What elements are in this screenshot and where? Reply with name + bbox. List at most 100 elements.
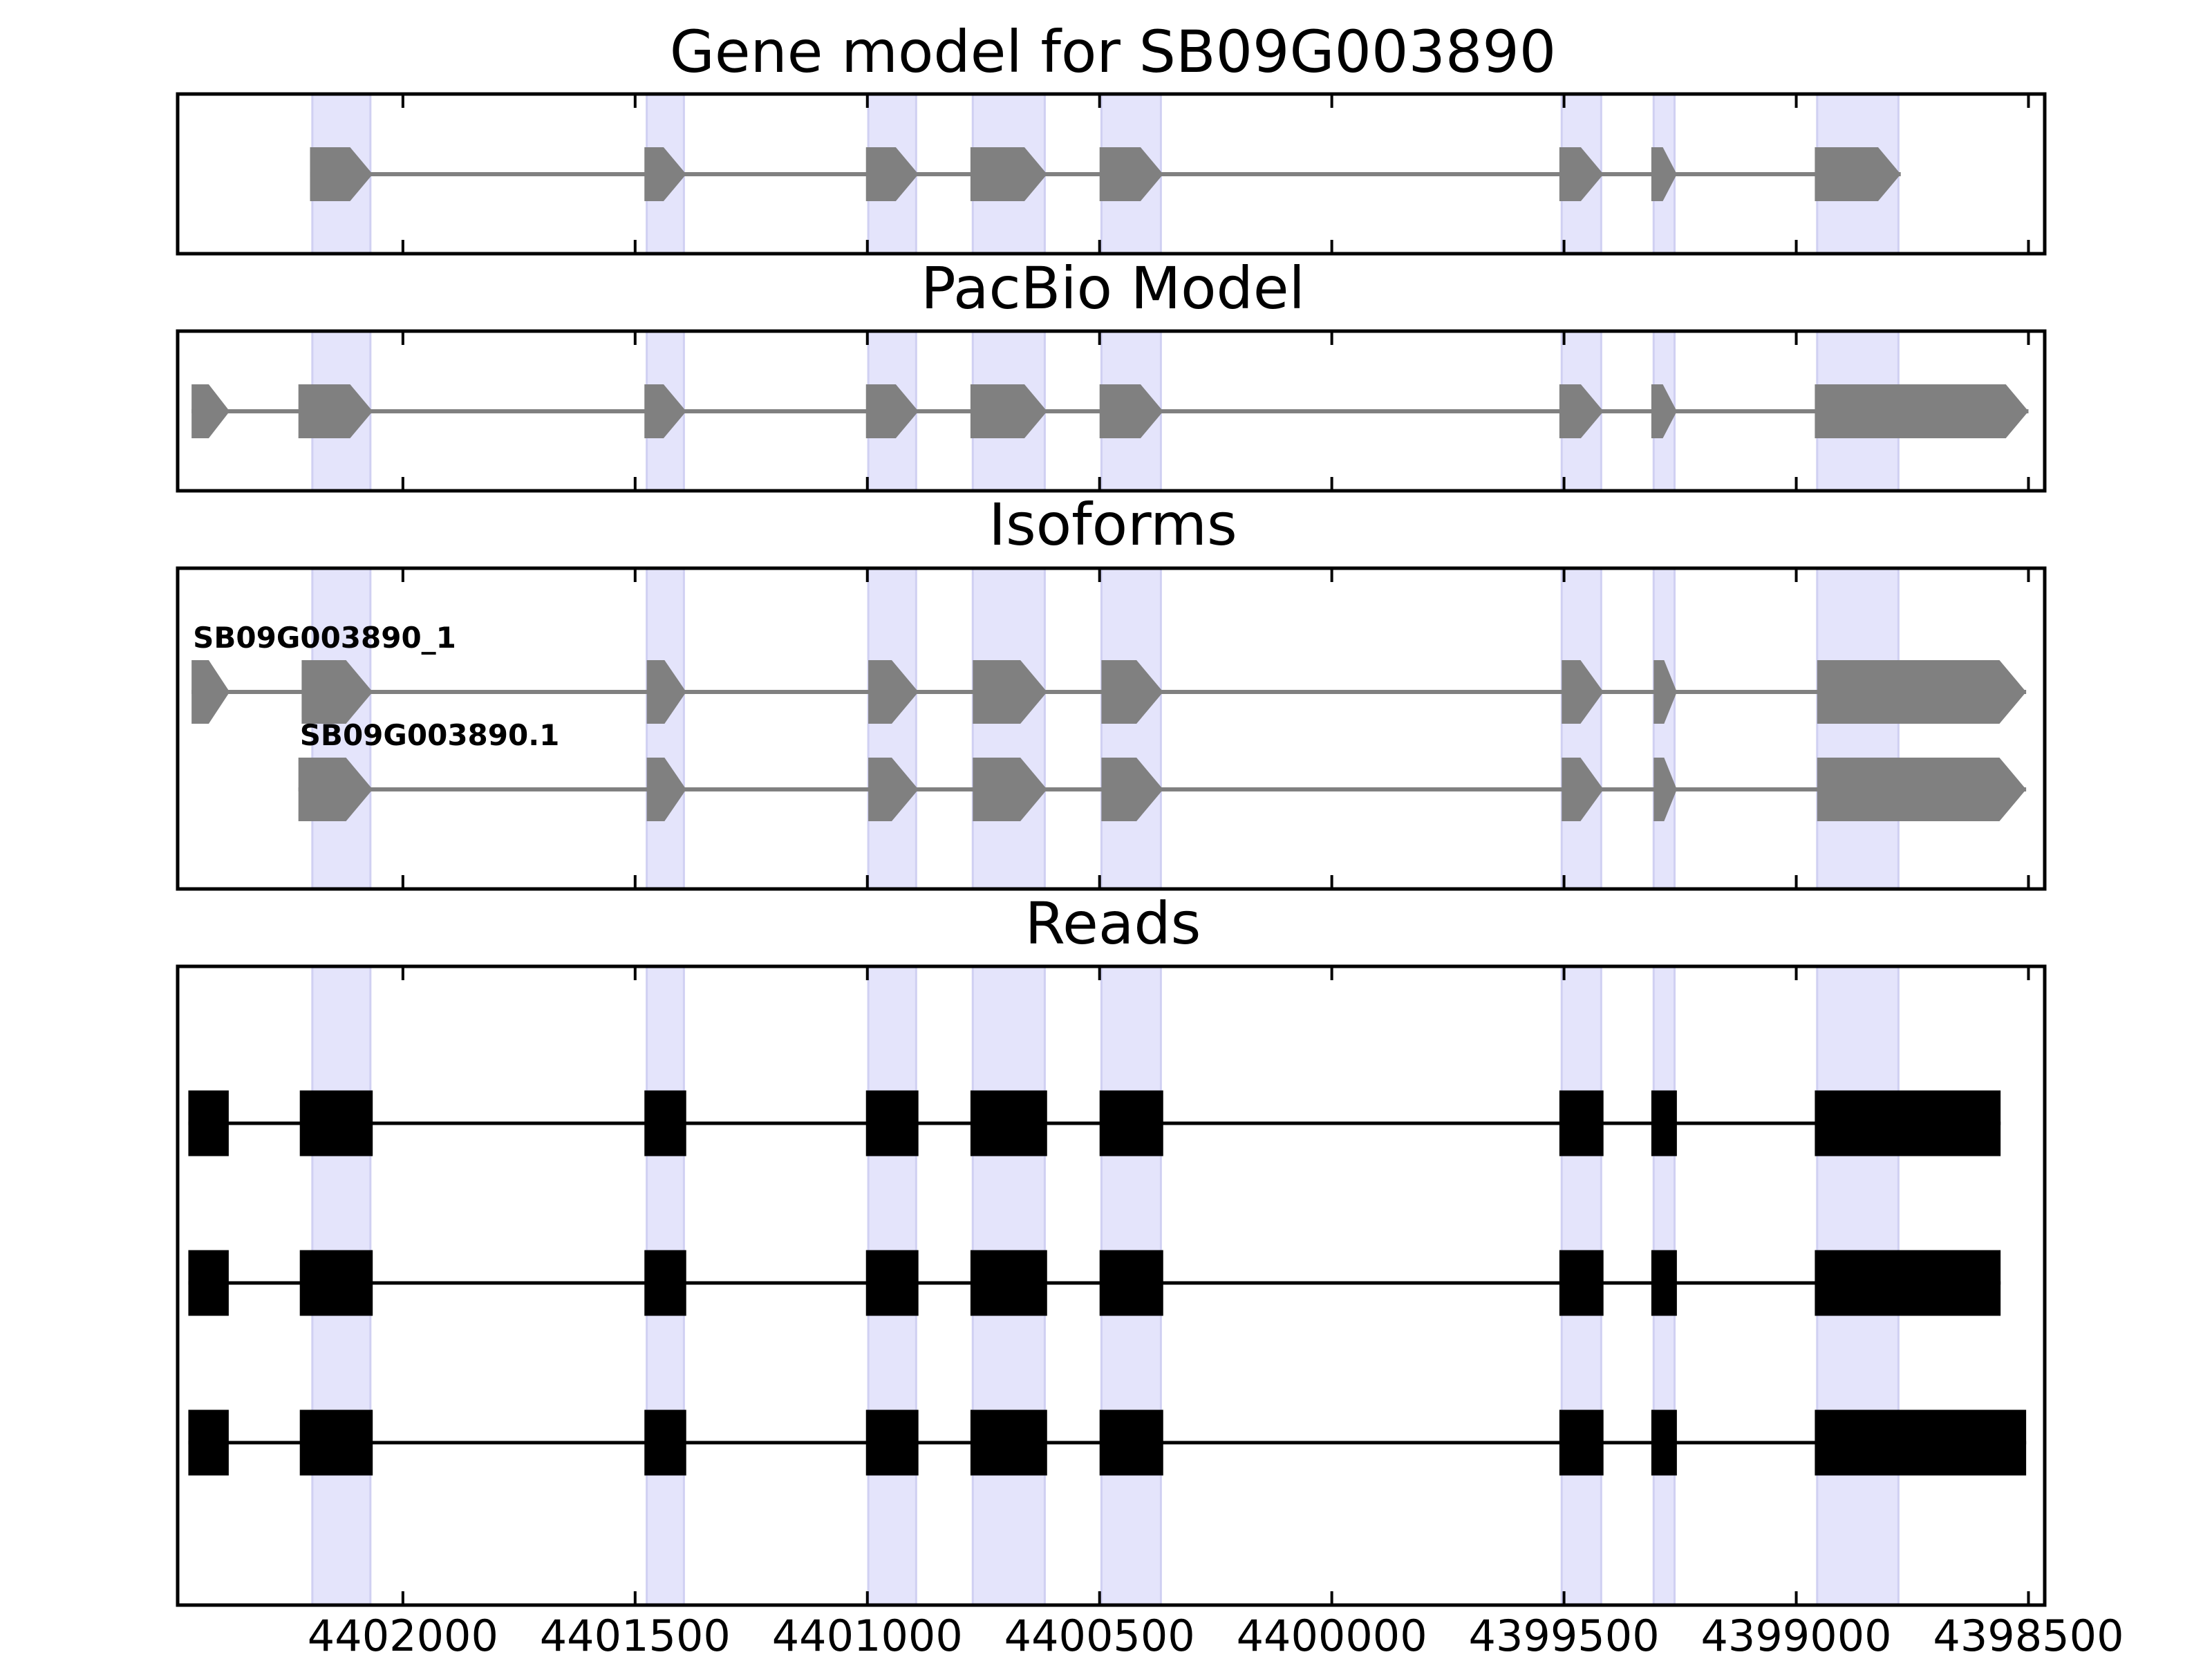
axes-frame-reads xyxy=(176,964,2047,1607)
transcript-isoforms-1-exon-3 xyxy=(646,660,686,724)
tracks-gene-model xyxy=(310,147,1901,201)
read-reads-3-exon-9 xyxy=(1815,1409,2027,1476)
axes-frame-isoforms xyxy=(176,566,2047,891)
exon-highlight-isoforms-3 xyxy=(867,567,917,890)
transcript-gene-model-1-exon-8 xyxy=(1815,147,1901,201)
x-tick-label-8: 4398500 xyxy=(1933,1611,2124,1659)
transcript-isoforms-2-exon-5 xyxy=(1101,758,1163,821)
transcript-pacbio-model-1-exon-5 xyxy=(970,384,1047,438)
read-reads-3-exon-6 xyxy=(1099,1409,1163,1476)
read-reads-2-exon-5 xyxy=(970,1250,1047,1316)
read-reads-1-exon-4 xyxy=(865,1090,919,1156)
read-reads-2-exon-2 xyxy=(299,1250,373,1316)
transcript-pacbio-model-1-exon-2 xyxy=(298,384,373,438)
ticks-reads xyxy=(401,966,2030,1605)
transcript-isoforms-2-exon-7 xyxy=(1653,758,1677,821)
isoform-label-1: SB09G003890_1 xyxy=(193,621,456,655)
panel-reads: Reads xyxy=(176,890,2047,1607)
transcript-isoforms-2-exon-8 xyxy=(1817,758,2027,821)
tracks-reads xyxy=(188,1090,2027,1476)
transcript-gene-model-1-exon-1 xyxy=(310,147,373,201)
transcript-pacbio-model-1-exon-7 xyxy=(1559,384,1604,438)
isoform-label-2: SB09G003890.1 xyxy=(300,718,560,752)
exon-highlights-isoforms xyxy=(311,567,1900,890)
read-reads-1-exon-8 xyxy=(1651,1090,1677,1156)
transcript-isoforms-1-exon-6 xyxy=(1101,660,1163,724)
x-tick-label-7: 4399000 xyxy=(1700,1611,1891,1659)
x-tick-label-5: 4400000 xyxy=(1237,1611,1427,1659)
transcript-isoforms-1-exon-7 xyxy=(1562,660,1604,724)
panel-pacbio-model: PacBio Model xyxy=(176,254,2047,493)
read-reads-2-exon-8 xyxy=(1651,1250,1677,1316)
read-reads-2-exon-6 xyxy=(1099,1250,1163,1316)
transcript-pacbio-model-1-exon-8 xyxy=(1651,384,1677,438)
read-reads-1-exon-5 xyxy=(970,1090,1047,1156)
tracks-isoforms: SB09G003890_1 SB09G003890.1 xyxy=(191,621,2027,821)
read-reads-1-exon-2 xyxy=(299,1090,373,1156)
exon-highlight-isoforms-4 xyxy=(971,567,1046,890)
transcript-gene-model-1-exon-2 xyxy=(644,147,686,201)
x-tick-label-4: 4400500 xyxy=(1004,1611,1195,1659)
transcript-isoforms-2-exon-3 xyxy=(868,758,919,821)
read-reads-2-exon-7 xyxy=(1559,1250,1604,1316)
transcript-gene-model-1-exon-4 xyxy=(970,147,1047,201)
read-reads-1-exon-9 xyxy=(1815,1090,2001,1156)
transcript-isoforms-1-exon-9 xyxy=(1817,660,2027,724)
read-reads-1-exon-6 xyxy=(1099,1090,1163,1156)
tracks-pacbio-model xyxy=(191,384,2029,438)
axes-frame-pacbio-model xyxy=(176,329,2047,493)
transcript-isoforms-2-exon-6 xyxy=(1562,758,1604,821)
exon-highlight-isoforms-5 xyxy=(1100,567,1162,890)
x-axis-tick-labels: 4402000 4401500 4401000 4400500 4400000 43995… xyxy=(308,1611,2124,1659)
transcript-gene-model-1-exon-6 xyxy=(1559,147,1604,201)
transcript-gene-model-1-exon-5 xyxy=(1099,147,1163,201)
transcript-pacbio-model-1-exon-3 xyxy=(644,384,686,438)
read-reads-2-exon-9 xyxy=(1815,1250,2001,1316)
exon-highlight-isoforms-6 xyxy=(1560,567,1602,890)
transcript-pacbio-model-1-exon-6 xyxy=(1099,384,1163,438)
read-reads-3-exon-2 xyxy=(299,1409,373,1476)
transcript-isoforms-1-exon-4 xyxy=(868,660,919,724)
transcript-pacbio-model-1-exon-9 xyxy=(1815,384,2029,438)
transcript-isoforms-1-exon-8 xyxy=(1653,660,1677,724)
read-reads-2-exon-1 xyxy=(188,1250,229,1316)
exon-highlight-isoforms-7 xyxy=(1652,567,1676,890)
panel-gene-model: Gene model for SB09G003890 xyxy=(176,18,2047,256)
transcript-isoforms-2-exon-2 xyxy=(646,758,686,821)
transcript-isoforms-1-exon-5 xyxy=(973,660,1047,724)
transcript-isoforms-1-exon-2 xyxy=(301,660,373,724)
transcript-pacbio-model-1-exon-4 xyxy=(865,384,919,438)
panel-title-isoforms: Isoforms xyxy=(988,491,1237,559)
panel-title-gene-model: Gene model for SB09G003890 xyxy=(670,18,1556,86)
x-tick-label-2: 4401500 xyxy=(540,1611,731,1659)
panel-title-reads: Reads xyxy=(1025,890,1201,957)
read-reads-3-exon-5 xyxy=(970,1409,1047,1476)
transcript-gene-model-1-exon-3 xyxy=(865,147,919,201)
read-reads-3-exon-7 xyxy=(1559,1409,1604,1476)
x-tick-label-1: 4402000 xyxy=(308,1611,498,1659)
panel-isoforms: Isoforms SB09G003890_1 SB09G003890.1 xyxy=(176,491,2047,891)
read-reads-3-exon-8 xyxy=(1651,1409,1677,1476)
read-reads-3-exon-3 xyxy=(644,1409,686,1476)
x-tick-label-6: 4399500 xyxy=(1469,1611,1660,1659)
read-reads-1-exon-1 xyxy=(188,1090,229,1156)
read-reads-3-exon-1 xyxy=(188,1409,229,1476)
x-tick-label-3: 4401000 xyxy=(772,1611,963,1659)
ticks-isoforms xyxy=(401,568,2030,889)
read-reads-3-exon-4 xyxy=(865,1409,919,1476)
transcript-isoforms-2-exon-4 xyxy=(973,758,1047,821)
read-reads-2-exon-4 xyxy=(865,1250,919,1316)
axes-frame-gene-model xyxy=(176,92,2047,256)
exon-highlight-isoforms-8 xyxy=(1816,567,1900,890)
read-reads-1-exon-7 xyxy=(1559,1090,1604,1156)
exon-highlight-isoforms-2 xyxy=(646,567,685,890)
panel-title-pacbio-model: PacBio Model xyxy=(921,254,1305,322)
read-reads-1-exon-3 xyxy=(644,1090,686,1156)
transcript-pacbio-model-1-exon-1 xyxy=(191,384,230,438)
transcript-gene-model-1-exon-7 xyxy=(1651,147,1677,201)
read-reads-2-exon-3 xyxy=(644,1250,686,1316)
transcript-isoforms-1-exon-1 xyxy=(191,660,230,724)
transcript-isoforms-2-exon-1 xyxy=(298,758,373,821)
ticks-pacbio-model xyxy=(401,331,2030,491)
